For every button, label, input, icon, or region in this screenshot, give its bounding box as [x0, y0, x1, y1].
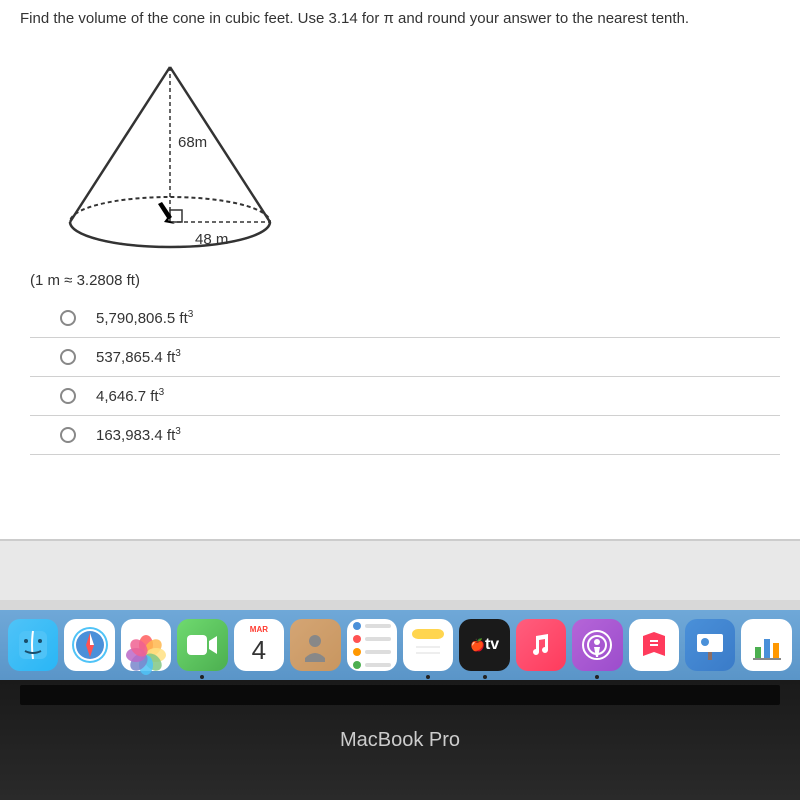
cursor-icon [158, 202, 175, 224]
answer-option[interactable]: 163,983.4 ft3 [30, 416, 780, 455]
cone-radius-label: 48 m [195, 231, 228, 248]
answer-text: 163,983.4 ft3 [96, 426, 181, 444]
photos-icon[interactable] [121, 619, 171, 671]
radio-icon[interactable] [60, 310, 76, 326]
tv-icon[interactable]: 🍎tv [459, 619, 509, 671]
window-chrome-gap [0, 540, 800, 600]
cone-diagram: 68m 48 m [50, 52, 780, 257]
dock-running-dot [483, 675, 487, 679]
touch-bar [20, 685, 780, 705]
dock-running-dot [426, 675, 430, 679]
cone-height-label: 68m [178, 134, 207, 151]
numbers-icon[interactable] [741, 619, 791, 671]
calendar-icon[interactable]: MAR 4 [234, 619, 284, 671]
macbook-label: MacBook Pro [340, 729, 460, 752]
facetime-icon[interactable] [177, 619, 227, 671]
answer-option[interactable]: 4,646.7 ft3 [30, 377, 780, 416]
radio-icon[interactable] [60, 388, 76, 404]
answer-option[interactable]: 5,790,806.5 ft3 [30, 299, 780, 338]
answer-list: 5,790,806.5 ft3 537,865.4 ft3 4,646.7 ft… [30, 299, 780, 455]
question-prompt: Find the volume of the cone in cubic fee… [20, 10, 780, 27]
conversion-note: (1 m ≈ 3.2808 ft) [30, 272, 780, 289]
dock-running-dot [200, 675, 204, 679]
safari-icon[interactable] [64, 619, 114, 671]
reminders-icon[interactable] [347, 619, 397, 671]
macos-dock: MAR 4 🍎tv [0, 610, 800, 680]
news-icon[interactable] [629, 619, 679, 671]
dock-running-dot [595, 675, 599, 679]
contacts-icon[interactable] [290, 619, 340, 671]
answer-text: 537,865.4 ft3 [96, 348, 181, 366]
answer-text: 5,790,806.5 ft3 [96, 309, 193, 327]
answer-text: 4,646.7 ft3 [96, 387, 164, 405]
radio-icon[interactable] [60, 349, 76, 365]
answer-option[interactable]: 537,865.4 ft3 [30, 338, 780, 377]
calendar-month: MAR [246, 624, 272, 635]
calendar-day: 4 [252, 635, 266, 666]
question-panel: Find the volume of the cone in cubic fee… [0, 0, 800, 540]
macbook-keyboard-area: MacBook Pro [0, 680, 800, 800]
notes-icon[interactable] [403, 619, 453, 671]
radio-icon[interactable] [60, 427, 76, 443]
podcasts-icon[interactable] [572, 619, 622, 671]
keynote-icon[interactable] [685, 619, 735, 671]
music-icon[interactable] [516, 619, 566, 671]
finder-icon[interactable] [8, 619, 58, 671]
